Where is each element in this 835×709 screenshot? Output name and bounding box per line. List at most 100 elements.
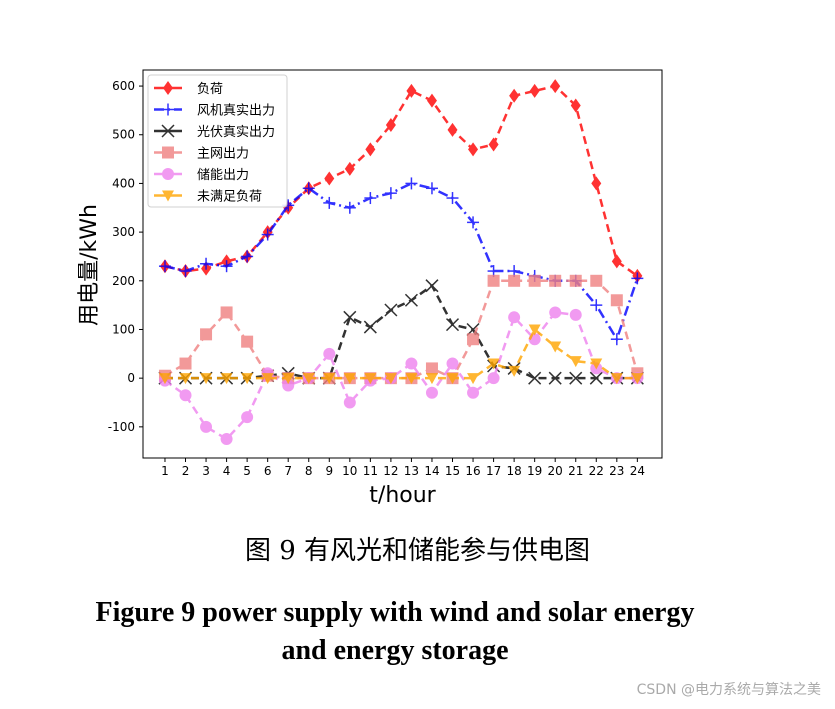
data-point <box>549 274 562 287</box>
data-point <box>200 420 213 433</box>
data-point <box>528 274 541 287</box>
data-point <box>241 411 254 424</box>
x-tick-label: 8 <box>305 464 313 478</box>
caption-chinese: 图 9 有风光和储能参与供电图 <box>244 536 591 566</box>
data-point <box>528 371 542 385</box>
x-tick-label: 14 <box>424 464 439 478</box>
watermark: CSDN @电力系统与算法之美 <box>636 682 821 698</box>
data-point <box>384 187 397 200</box>
data-point <box>179 389 192 402</box>
data-point <box>569 308 582 321</box>
caption-english: Figure 9 power supply with wind and sola… <box>0 594 790 670</box>
data-point-part <box>425 279 439 293</box>
data-point-part <box>343 310 357 324</box>
y-tick-label: 500 <box>112 128 135 142</box>
data-point <box>610 373 623 385</box>
y-axis-label: 用电量/kWh <box>77 204 102 326</box>
x-tick-label: 15 <box>445 464 460 478</box>
data-point <box>425 182 438 195</box>
data-point <box>179 265 192 278</box>
x-axis-label: t/hour <box>369 483 436 508</box>
caption-en-line1: Figure 9 power supply with wind and sola… <box>95 597 695 628</box>
legend-entry <box>154 168 182 180</box>
data-point <box>405 357 418 370</box>
data-point <box>343 373 356 385</box>
data-point <box>569 371 583 385</box>
legend-label: 储能出力 <box>197 168 249 183</box>
data-point <box>488 137 499 152</box>
data-point <box>425 373 438 385</box>
data-point <box>241 250 254 263</box>
data-point <box>445 318 460 332</box>
data-point <box>426 93 437 108</box>
legend-marker <box>162 103 174 116</box>
data-point <box>179 357 192 370</box>
x-tick-label: 5 <box>243 464 251 478</box>
x-tick-label: 3 <box>202 464 210 478</box>
data-point <box>220 373 233 385</box>
data-point <box>589 371 603 385</box>
data-point <box>282 373 295 385</box>
data-point-part <box>589 371 603 385</box>
legend-label: 主网出力 <box>197 147 249 162</box>
data-point <box>302 373 315 385</box>
data-point <box>467 373 480 385</box>
data-point <box>446 357 459 370</box>
x-tick-label: 13 <box>404 464 419 478</box>
data-point <box>425 279 439 293</box>
data-point <box>384 373 397 385</box>
data-point <box>590 358 603 370</box>
data-point-part <box>548 371 562 385</box>
y-tick-label: 600 <box>112 79 135 93</box>
data-point <box>200 257 213 270</box>
y-tick-label: 0 <box>127 371 135 385</box>
legend-label: 光伏真实出力 <box>197 125 275 140</box>
data-point <box>405 177 418 190</box>
legend-marker <box>162 190 174 202</box>
data-point <box>343 201 356 214</box>
data-point <box>404 293 418 307</box>
legend-box <box>147 74 288 208</box>
data-point-part <box>569 371 583 385</box>
data-point <box>550 79 561 94</box>
data-point <box>487 274 500 287</box>
data-point <box>487 358 500 370</box>
data-point <box>344 161 355 176</box>
data-point <box>406 83 417 98</box>
x-tick-label: 16 <box>465 464 480 478</box>
data-point <box>610 294 623 307</box>
legend-marker <box>162 168 174 180</box>
data-point-part <box>384 303 398 317</box>
data-point <box>446 373 459 385</box>
x-tick-label: 4 <box>223 464 231 478</box>
data-point <box>302 182 315 195</box>
x-tick-label: 2 <box>182 464 190 478</box>
data-point <box>323 373 336 385</box>
data-point <box>364 373 377 385</box>
x-tick-label: 1 <box>161 464 169 478</box>
legend-marker <box>161 124 175 138</box>
legend-marker <box>162 146 174 159</box>
legend-label: 负荷 <box>197 82 223 97</box>
legend-entry <box>154 146 182 159</box>
series-5 <box>158 324 644 385</box>
data-point <box>261 373 274 385</box>
data-point <box>384 303 398 317</box>
data-point <box>425 386 438 399</box>
data-point <box>385 118 396 133</box>
data-point <box>364 192 377 205</box>
data-point <box>323 196 336 209</box>
x-tick-label: 12 <box>383 464 398 478</box>
data-point <box>591 176 602 191</box>
x-tick-label: 9 <box>325 464 333 478</box>
x-tick-label: 22 <box>589 464 604 478</box>
data-point <box>569 274 582 287</box>
legend-entry <box>154 124 182 138</box>
x-tick-label: 17 <box>486 464 501 478</box>
legend-entry <box>154 103 182 116</box>
y-tick-label: 400 <box>112 176 135 190</box>
data-point <box>158 260 171 273</box>
data-point <box>631 373 644 385</box>
data-point <box>447 122 458 137</box>
x-tick-label: 10 <box>342 464 357 478</box>
